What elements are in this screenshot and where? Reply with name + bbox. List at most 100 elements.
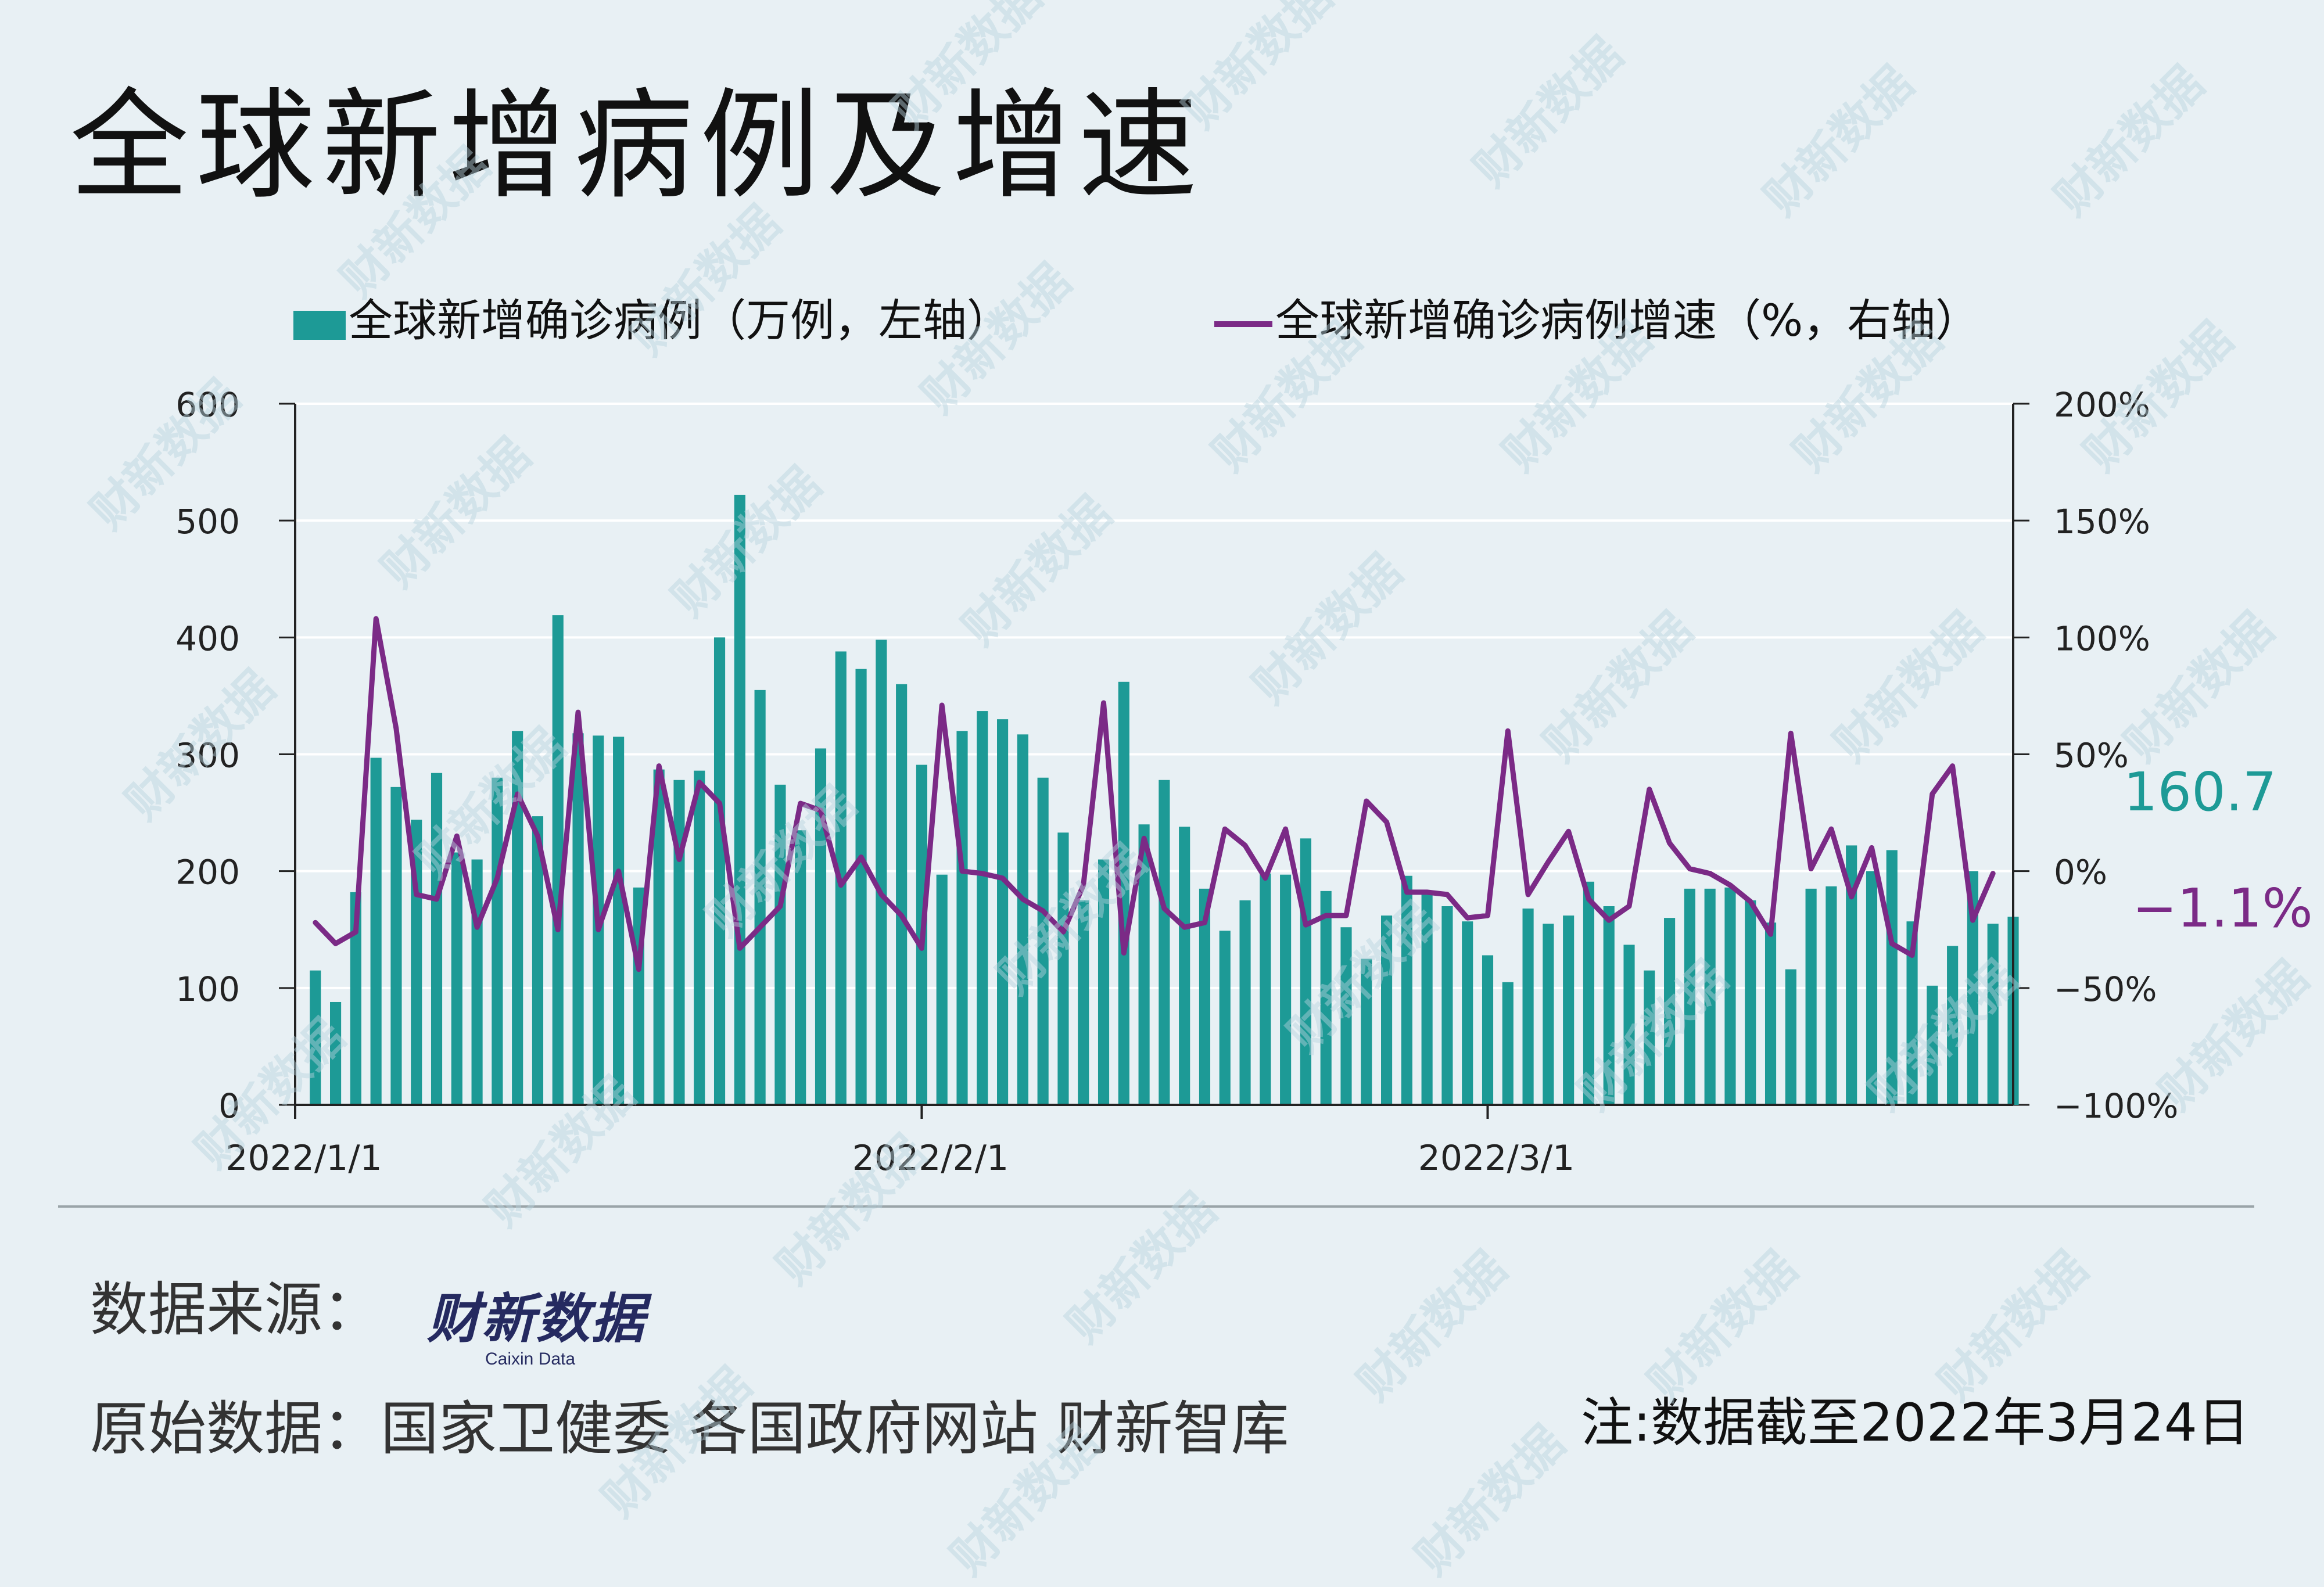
x-axis-tick-label: 2022/1/1	[225, 1138, 382, 1179]
growth-rate-point	[1446, 893, 1449, 896]
growth-rate-point	[1547, 860, 1550, 864]
growth-rate-point	[779, 904, 782, 908]
growth-rate-point	[718, 802, 722, 805]
bar	[532, 816, 544, 1105]
x-axis-tick-label: 2022/3/1	[1418, 1138, 1575, 1179]
chart-title: 全球新增病例及增速	[70, 77, 1204, 216]
right-axis-tick-label: −50%	[2054, 970, 2157, 1009]
bar	[1704, 888, 1716, 1105]
bar	[896, 684, 908, 1105]
growth-rate-point	[1890, 942, 1893, 945]
bar	[1947, 946, 1959, 1105]
growth-rate-point	[556, 928, 560, 931]
bar	[673, 780, 685, 1105]
bar	[512, 731, 523, 1105]
bar	[471, 859, 483, 1105]
left-axis-tick-label: 500	[175, 502, 240, 541]
bar	[613, 737, 625, 1105]
bar	[1846, 845, 1857, 1105]
growth-rate-point	[1304, 923, 1307, 927]
growth-rate-point	[1587, 897, 1590, 901]
bar	[390, 787, 402, 1105]
bar	[1219, 931, 1231, 1105]
bar	[370, 757, 382, 1105]
growth-rate-point	[1526, 893, 1530, 896]
growth-rate-point	[1425, 891, 1429, 894]
growth-rate-point	[597, 928, 600, 931]
growth-rate-point	[1951, 764, 1954, 768]
growth-rate-point	[536, 834, 539, 838]
growth-rate-point	[314, 921, 317, 924]
legend-bar-swatch	[293, 311, 346, 340]
bar	[1866, 871, 1878, 1105]
bar	[774, 784, 786, 1105]
bar	[815, 748, 827, 1105]
bar	[1260, 873, 1271, 1105]
growth-rate-point	[920, 946, 923, 950]
bar	[1057, 832, 1069, 1105]
bar	[350, 892, 361, 1105]
bar	[1724, 887, 1736, 1105]
bar	[1603, 906, 1615, 1105]
bar	[1987, 924, 1999, 1105]
growth-rate-point	[1486, 914, 1490, 917]
bar	[1280, 874, 1292, 1105]
growth-rate-point	[657, 764, 661, 768]
bar	[1563, 915, 1575, 1105]
left-axis-tick-label: 100	[175, 970, 240, 1009]
bar	[1380, 915, 1393, 1105]
left-axis-tick-label: 600	[175, 385, 240, 425]
bar	[1179, 827, 1190, 1105]
growth-rate-point	[799, 802, 802, 805]
bar	[795, 830, 806, 1105]
bar	[1522, 909, 1534, 1105]
bar	[1502, 982, 1514, 1105]
bar	[713, 637, 726, 1105]
growth-rate-point	[819, 809, 822, 812]
right-axis-tick-label: 50%	[2054, 736, 2129, 775]
growth-rate-point	[354, 930, 357, 933]
bar	[653, 769, 665, 1105]
bar	[1421, 892, 1433, 1105]
growth-rate-point	[576, 710, 580, 714]
raw-data-source: 原始数据：国家卫健委 各国政府网站 财新智库	[90, 1395, 1289, 1463]
bar	[754, 690, 766, 1105]
latest-growth-annotation: −1.1%	[2132, 877, 2313, 939]
growth-rate-point	[394, 727, 398, 730]
bar	[1159, 780, 1170, 1105]
right-axis-tick-label: 100%	[2054, 619, 2150, 658]
growth-rate-point	[960, 870, 964, 873]
legend-label-cases: 全球新增确诊病例（万例，左轴）	[349, 295, 1011, 346]
legend-label-growth: 全球新增确诊病例增速（%，右轴）	[1275, 295, 1979, 346]
bar	[451, 852, 462, 1105]
growth-rate-point	[1122, 951, 1125, 954]
growth-rate-point	[1931, 792, 1934, 796]
growth-rate-point	[1809, 867, 1813, 871]
growth-rate-point	[1365, 799, 1368, 803]
x-axis-tick-label: 2022/2/1	[852, 1138, 1009, 1179]
growth-rate-point	[1688, 867, 1691, 871]
bar	[310, 970, 321, 1105]
bar	[876, 640, 887, 1105]
bar	[1441, 906, 1453, 1105]
left-axis-tick-label: 400	[175, 619, 240, 658]
growth-rate-point	[1223, 827, 1226, 831]
growth-rate-point	[1991, 872, 1995, 875]
growth-rate-point	[1142, 836, 1146, 840]
growth-rate-point	[334, 942, 338, 945]
growth-rate-point	[1870, 846, 1873, 849]
bar	[1361, 958, 1372, 1105]
bar	[1886, 850, 1898, 1105]
growth-rate-point	[516, 792, 519, 796]
bar	[1644, 970, 1655, 1105]
bar	[1239, 900, 1251, 1105]
bar	[552, 615, 564, 1105]
growth-rate-point	[981, 872, 984, 875]
logo-text: 财新数据	[427, 1288, 646, 1350]
source-label: 数据来源：	[90, 1276, 381, 1344]
growth-rate-point	[1021, 897, 1024, 901]
growth-rate-point	[455, 834, 458, 838]
growth-rate-point	[374, 617, 378, 620]
growth-rate-point	[1405, 891, 1408, 894]
bar	[1482, 955, 1494, 1105]
